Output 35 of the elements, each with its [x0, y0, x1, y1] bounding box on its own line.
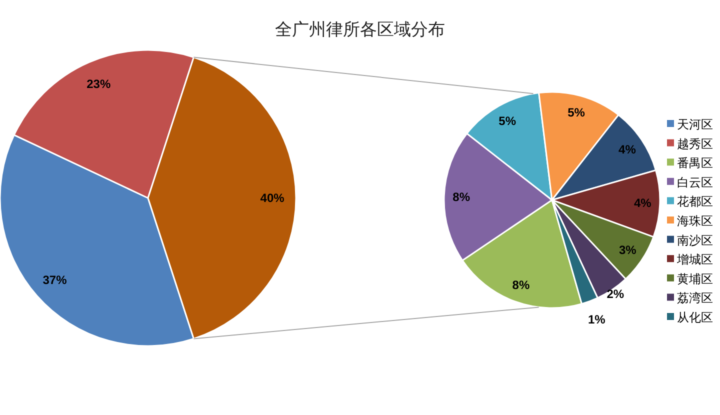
legend-item: 天河区 — [667, 118, 713, 132]
data-label: 37% — [42, 273, 68, 288]
legend-label: 番禺区 — [677, 156, 713, 170]
legend-item: 花都区 — [667, 194, 713, 209]
legend-item: 番禺区 — [667, 156, 713, 170]
data-label: 40% — [260, 191, 285, 205]
data-label: 5% — [498, 114, 516, 128]
legend-label: 从化区 — [677, 310, 713, 324]
data-label: 23% — [86, 76, 111, 91]
legend-item: 增城区 — [667, 252, 713, 267]
legend-item: 黄埔区 — [667, 272, 713, 286]
legend-item: 海珠区 — [667, 214, 713, 228]
legend-label: 荔湾区 — [677, 291, 713, 306]
data-label: 2% — [606, 287, 624, 302]
legend-label: 海珠区 — [677, 214, 713, 228]
legend-item: 荔湾区 — [667, 291, 713, 306]
legend-label: 白云区 — [677, 175, 713, 190]
legend-label: 黄埔区 — [677, 272, 713, 286]
data-label: 3% — [618, 243, 637, 258]
data-label: 4% — [618, 142, 636, 156]
legend-item: 白云区 — [667, 175, 713, 190]
legend-item: 越秀区 — [667, 136, 713, 151]
data-label: 8% — [512, 278, 530, 292]
data-label: 4% — [634, 196, 652, 210]
legend-label: 花都区 — [677, 194, 713, 209]
legend-label: 越秀区 — [677, 136, 713, 151]
data-label: 8% — [452, 190, 470, 204]
legend-label: 增城区 — [676, 252, 713, 267]
legend-label: 南沙区 — [677, 233, 713, 248]
legend-item: 从化区 — [667, 310, 713, 324]
chart-title: 全广州律所各区域分布 — [275, 20, 445, 39]
legend-item: 南沙区 — [667, 233, 713, 248]
data-label: 5% — [568, 106, 586, 120]
legend-label: 天河区 — [677, 118, 713, 132]
data-label: 1% — [588, 312, 606, 326]
